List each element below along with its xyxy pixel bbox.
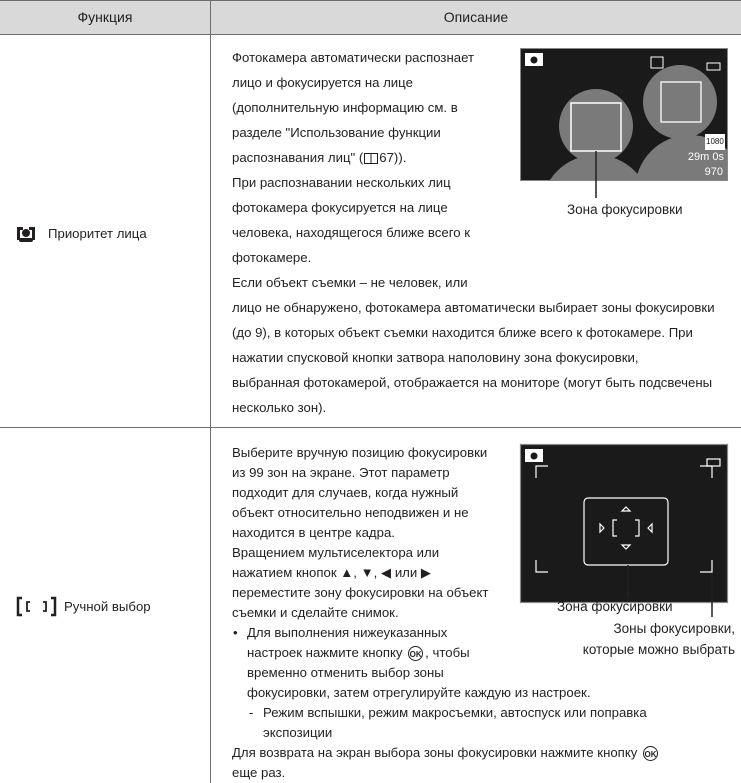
text-line: Режим вспышки, режим макросъемки, автосп… [263, 705, 647, 720]
header-cell: Функция [77, 9, 133, 25]
text-line: находится в центре кадра. [232, 525, 395, 540]
text-line: распознавания лиц" ( 67)). [232, 150, 406, 166]
text-line: разделе "Использование функции [232, 125, 441, 140]
text-part: настроек нажмите кнопку [247, 645, 407, 660]
text-line: (до 9), в которых объект съемки находитс… [232, 325, 693, 340]
screen-text: 29m 0s [687, 151, 724, 163]
text-line: лицо не обнаружено, фотокамера автоматич… [232, 300, 715, 315]
text-line: экспозиции [263, 725, 333, 740]
header-bg [0, 0, 741, 34]
text-line: Если объект съемки – не человек, или [232, 275, 468, 290]
text-line: Вращением мультиселектора или [232, 545, 440, 560]
text-part: 67)). [379, 150, 407, 165]
header-cell: Описание [443, 9, 509, 25]
list-marker: - [249, 705, 254, 720]
screen-text: 1080 [705, 134, 725, 150]
text-line: человека, находящегося ближе всего к [232, 225, 471, 240]
text-line: переместите зону фокусировки на объект [232, 585, 489, 600]
text-part: Для возврата на экран выбора зоны фокуси… [232, 745, 641, 760]
text-line: фокусировки, затем отрегулируйте каждую … [247, 685, 591, 700]
text-line: лицо и фокусируется на лице [232, 75, 413, 90]
screen-text: 970 [704, 166, 723, 178]
text-line: Выберите вручную позицию фокусировки [232, 445, 488, 460]
face-priority-icon [17, 227, 35, 242]
function-name: Приоритет лица [48, 226, 147, 241]
text-part: распознавания лиц" ( [232, 150, 364, 165]
manual-icon [16, 596, 57, 617]
text-line: нажатием кнопок ▲, ▼, ◀ или ▶ [232, 565, 432, 580]
ok-button-icon: OK [643, 746, 658, 762]
figure-label: Зона фокусировки [557, 599, 673, 614]
text-line: При распознавании нескольких лиц [232, 175, 451, 190]
book-icon [364, 153, 379, 165]
list-marker: • [233, 625, 238, 640]
text-line: нажатии спусковой кнопки затвора наполов… [232, 350, 639, 365]
text-line: временно отменить выбор зоны [247, 665, 444, 680]
text-line: фотокамере. [232, 250, 312, 265]
text-line: подходит для случаев, когда нужный [232, 485, 459, 500]
function-name: Ручной выбор [64, 599, 151, 614]
text-line: объект относительно неподвижен и не [232, 505, 469, 520]
figure-label: которые можно выбрать [582, 642, 735, 657]
text-line: фотокамера фокусируется на лице [232, 200, 448, 215]
text-line: съемки и сделайте снимок. [232, 605, 399, 620]
text-line: Для возврата на экран выбора зоны фокуси… [232, 745, 660, 762]
text-part: , чтобы [425, 645, 470, 660]
figure-label: Зоны фокусировки, [613, 621, 735, 636]
text-line: из 99 зон на экране. Этот параметр [232, 465, 450, 480]
figure-label: Зона фокусировки [567, 202, 683, 217]
text-line: (дополнительную информацию см. в [232, 100, 458, 115]
text-line: Фотокамера автоматически распознает [232, 50, 475, 65]
ok-button-icon: OK [408, 646, 424, 662]
text-line: настроек нажмите кнопку OK, чтобы [247, 645, 470, 662]
text-line: выбранная фотокамерой, отображается на м… [232, 375, 713, 390]
camera-screen-manual [519, 443, 729, 604]
text-line: Для выполнения нижеуказанных [247, 625, 448, 640]
text-line: несколько зон). [232, 400, 327, 415]
text-line: еще раз. [232, 765, 286, 780]
